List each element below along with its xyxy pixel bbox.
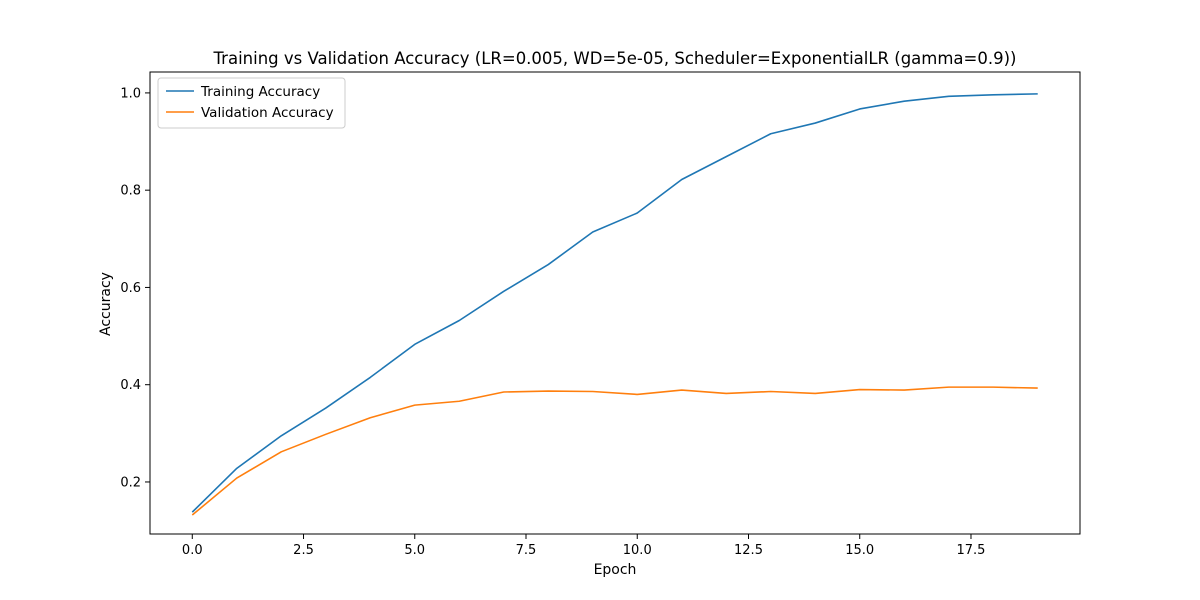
y-tick-label: 0.8	[120, 184, 141, 199]
x-tick-label: 17.5	[957, 543, 986, 558]
legend-label-validation-accuracy: Validation Accuracy	[201, 105, 334, 121]
y-tick-label: 0.4	[120, 378, 141, 393]
y-axis-label: Accuracy	[98, 272, 114, 336]
x-axis-label: Epoch	[594, 562, 637, 578]
x-tick-label: 15.0	[845, 543, 874, 558]
y-tick-label: 0.6	[120, 281, 141, 296]
x-tick-label: 0.0	[182, 543, 203, 558]
chart-title: Training vs Validation Accuracy (LR=0.00…	[213, 49, 1017, 68]
series-line-validation-accuracy	[191, 386, 1038, 516]
axes-frame	[149, 71, 1081, 535]
legend: Training Accuracy Validation Accuracy	[157, 77, 346, 129]
x-tick-label: 12.5	[734, 543, 763, 558]
x-tick-label: 10.0	[623, 543, 652, 558]
series-line-training-accuracy	[191, 93, 1038, 513]
plot-area: 0.0 2.5 5.0 7.5 10.0 12.5 15.0 17.5 0.2 0.4 0.6 0.8…	[120, 71, 1081, 558]
y-tick-label: 0.2	[120, 475, 141, 490]
legend-label-training-accuracy: Training Accuracy	[200, 84, 320, 100]
legend-box	[157, 77, 346, 129]
x-tick-label: 7.5	[516, 543, 537, 558]
x-tick-label: 5.0	[404, 543, 425, 558]
x-tick-label: 2.5	[293, 543, 314, 558]
y-tick-label: 1.0	[120, 86, 141, 101]
